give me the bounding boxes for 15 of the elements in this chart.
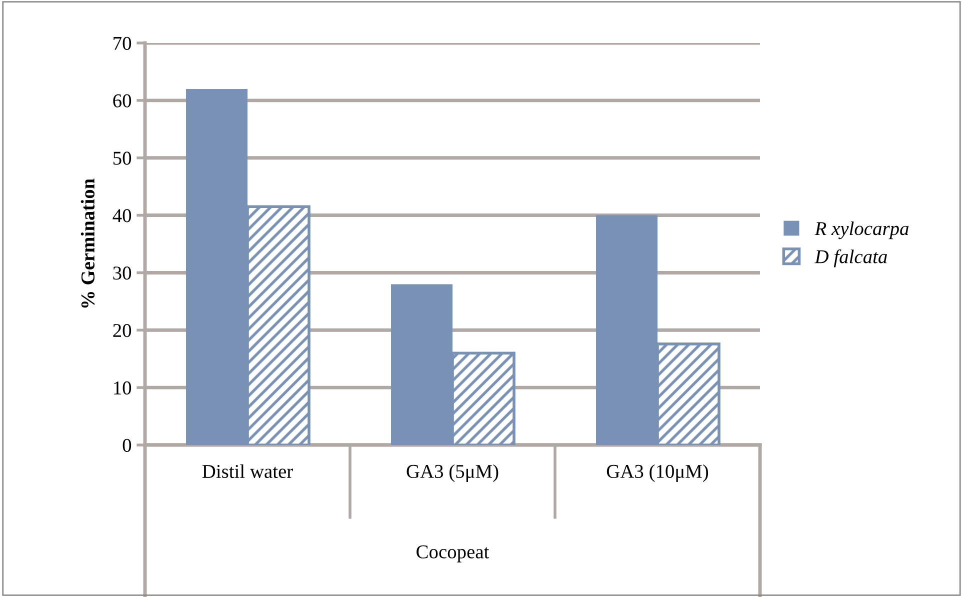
y-tick-label: 60 [113, 94, 132, 108]
y-tick-label: 40 [112, 209, 132, 222]
x-tick-label: GA3 (10μM) [606, 464, 708, 482]
legend-label: D falcata [814, 249, 887, 268]
legend-label: R xylocarpa [814, 221, 909, 240]
y-tick-label: 0 [122, 438, 132, 452]
y-tick-label: 30 [113, 266, 132, 280]
y-tick-label: 70 [114, 36, 132, 50]
y-tick-label: 10 [114, 381, 132, 395]
y-tick-label: 20 [113, 324, 132, 338]
y-axis-title: % Germination [80, 178, 95, 308]
x-tick-label: GA3 (5μM) [406, 464, 498, 482]
x-tick-label: Distil water [202, 464, 293, 478]
y-tick-label: 50 [113, 152, 132, 165]
text: Cocopeat [416, 545, 490, 562]
